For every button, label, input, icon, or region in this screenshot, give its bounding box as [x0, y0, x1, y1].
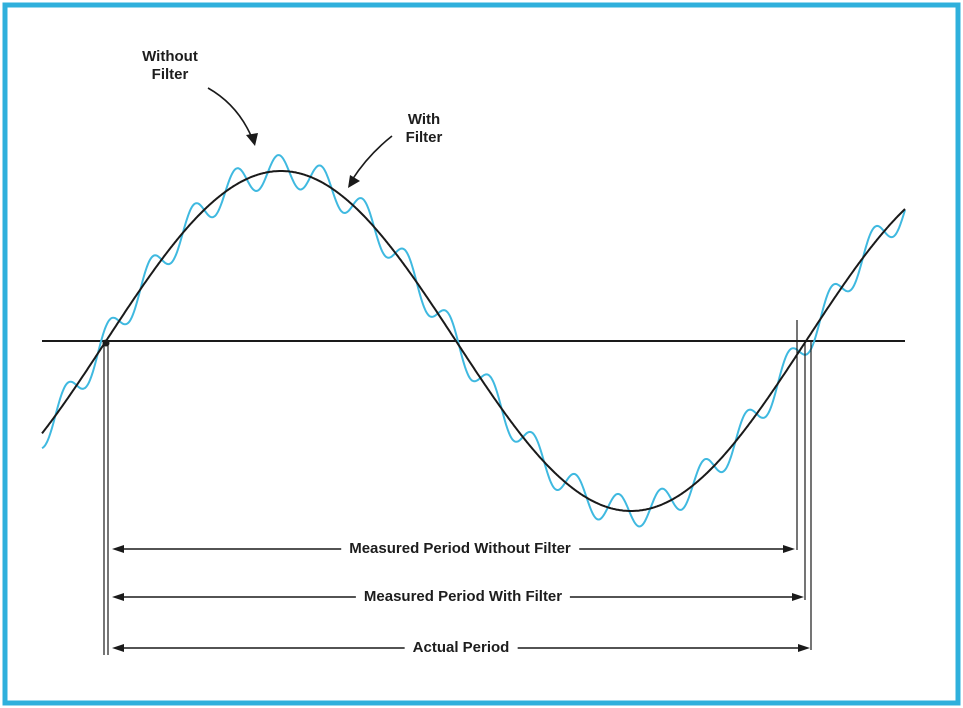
- without-filter-label: Without Filter: [130, 48, 210, 84]
- with-filter-label-line1: With: [407, 111, 441, 128]
- with-filter-pointer: [348, 135, 393, 188]
- without-filter-pointer: [207, 87, 258, 146]
- filtered-wave: [41, 170, 906, 512]
- unfiltered-wave: [41, 154, 906, 528]
- measured-period-without-filter-label: Measured Period Without Filter: [341, 540, 579, 558]
- measured-period-with-filter-label: Measured Period With Filter: [355, 588, 571, 606]
- with-filter-label: With Filter: [394, 111, 454, 147]
- without-filter-label-line2: Filter: [151, 66, 189, 83]
- start-crossing-dot: [102, 339, 110, 347]
- actual-period-label: Actual Period: [404, 639, 518, 657]
- without-filter-label-line1: Without: [142, 48, 198, 65]
- with-filter-label-line2: Filter: [405, 129, 443, 146]
